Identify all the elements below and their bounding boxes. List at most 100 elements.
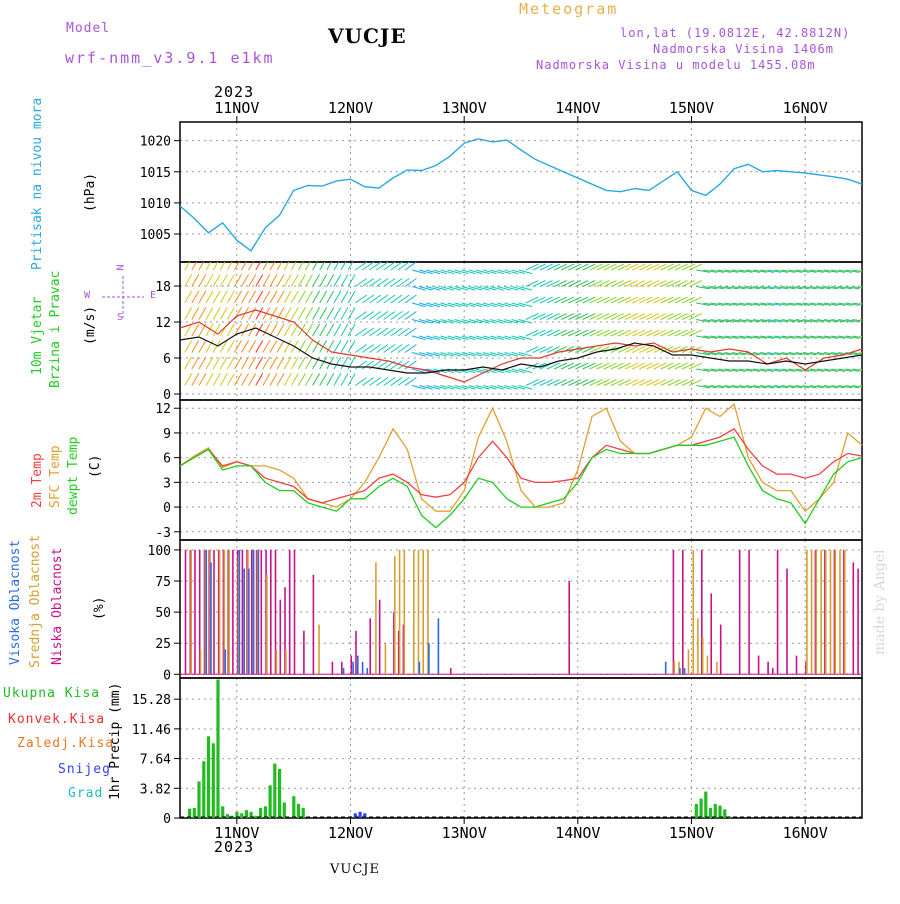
wind-barb bbox=[454, 352, 469, 357]
wind-barb bbox=[681, 379, 695, 386]
cloud-bar bbox=[266, 574, 268, 675]
precip-bar bbox=[240, 813, 244, 818]
wind-barb bbox=[745, 368, 760, 372]
cloud-bar bbox=[213, 549, 215, 675]
wind-barb bbox=[731, 335, 746, 339]
wind-barb bbox=[426, 302, 440, 308]
wind-barb bbox=[653, 280, 667, 287]
wind-barb bbox=[248, 274, 257, 287]
wind-barb bbox=[226, 323, 235, 337]
wind-barb bbox=[724, 352, 739, 356]
cloud-bar bbox=[716, 661, 718, 675]
wind-barb bbox=[738, 368, 753, 372]
precip-bar bbox=[268, 785, 272, 818]
wind-barb bbox=[646, 280, 660, 287]
wind-barb bbox=[447, 335, 462, 341]
cloud-bar bbox=[190, 549, 192, 675]
wind-barb bbox=[468, 385, 483, 390]
wind-barb bbox=[205, 262, 212, 271]
cloud-bar bbox=[285, 649, 287, 675]
wind-barb bbox=[184, 274, 193, 287]
wind-barb bbox=[795, 368, 810, 372]
wind-barb bbox=[226, 307, 235, 320]
cloud-bar bbox=[683, 668, 686, 675]
wind-barb bbox=[738, 319, 753, 323]
cloud-bar bbox=[232, 549, 234, 675]
wind-barb bbox=[269, 274, 278, 287]
wind-barb bbox=[518, 385, 533, 390]
wind-barb bbox=[319, 262, 325, 271]
wind-barb bbox=[305, 373, 313, 386]
wind-barb bbox=[838, 319, 853, 323]
wind-barb bbox=[362, 377, 375, 386]
wind-barb bbox=[852, 286, 862, 289]
wind-barb bbox=[184, 340, 193, 353]
wind-barb bbox=[283, 274, 292, 287]
wind-barb bbox=[205, 356, 214, 370]
wind-barb bbox=[674, 379, 688, 386]
wind-barb bbox=[738, 286, 753, 290]
wind-barb bbox=[525, 280, 539, 287]
wind-barb bbox=[575, 263, 589, 271]
wind-barb bbox=[738, 269, 753, 273]
y-tick-label: 0 bbox=[163, 668, 171, 683]
wind-barb bbox=[255, 307, 264, 320]
wind-barb bbox=[632, 280, 646, 287]
wind-barb bbox=[632, 379, 646, 386]
wind-barb bbox=[610, 296, 624, 304]
wind-barb bbox=[212, 323, 221, 337]
wind-barb bbox=[198, 274, 207, 287]
wind-barb bbox=[219, 274, 228, 287]
y-tick-label: 12 bbox=[155, 402, 171, 417]
cloud-bar bbox=[682, 549, 684, 675]
wind-barb bbox=[703, 352, 718, 356]
wind-barb bbox=[490, 352, 504, 357]
precip-bar bbox=[704, 791, 708, 818]
wind-barb bbox=[674, 296, 688, 304]
wind-barb bbox=[362, 262, 375, 271]
wind-barb bbox=[674, 362, 688, 370]
wind-barb bbox=[347, 307, 356, 320]
wind-barb bbox=[198, 307, 207, 320]
wind-barb bbox=[553, 379, 568, 386]
wind-barb bbox=[504, 302, 519, 308]
wind-barb bbox=[234, 274, 242, 287]
wind-barb bbox=[610, 379, 624, 386]
wind-barb bbox=[390, 311, 403, 320]
cloud-bar bbox=[350, 655, 353, 675]
wind-barb bbox=[397, 327, 410, 337]
wind-barb bbox=[504, 319, 519, 324]
wind-barb bbox=[561, 379, 575, 386]
wind-barb bbox=[760, 286, 775, 290]
cloud-bar bbox=[825, 549, 827, 675]
wind-barb bbox=[234, 323, 242, 337]
precip-bar bbox=[192, 807, 196, 818]
wind-barb bbox=[419, 385, 433, 390]
wind-barb bbox=[433, 319, 448, 324]
wind-barb bbox=[426, 269, 440, 275]
cloud-bar bbox=[241, 549, 244, 675]
cloud-bar bbox=[248, 568, 250, 675]
wind-barb bbox=[482, 302, 497, 308]
wind-barb bbox=[596, 329, 610, 337]
wind-barb bbox=[497, 352, 511, 357]
wind-barb bbox=[276, 340, 285, 353]
wind-barb bbox=[546, 362, 560, 370]
wind-barb bbox=[845, 319, 860, 323]
wind-barb bbox=[248, 323, 257, 337]
wind-barb bbox=[724, 319, 739, 323]
wind-barb bbox=[738, 335, 753, 339]
wind-barb bbox=[511, 269, 526, 275]
cloud-bar bbox=[719, 624, 722, 675]
wind-barb bbox=[589, 313, 603, 320]
wind-barb bbox=[596, 362, 610, 370]
cloud-bar bbox=[237, 556, 240, 675]
x-tick-label-top: 13NOV bbox=[442, 99, 487, 117]
wind-barb bbox=[397, 344, 410, 353]
wind-barb bbox=[760, 368, 775, 372]
x-tick-label-top: 11NOV bbox=[214, 99, 259, 117]
panel-frame bbox=[179, 261, 863, 401]
precip-bar bbox=[358, 811, 362, 818]
wind-barb bbox=[816, 302, 831, 306]
